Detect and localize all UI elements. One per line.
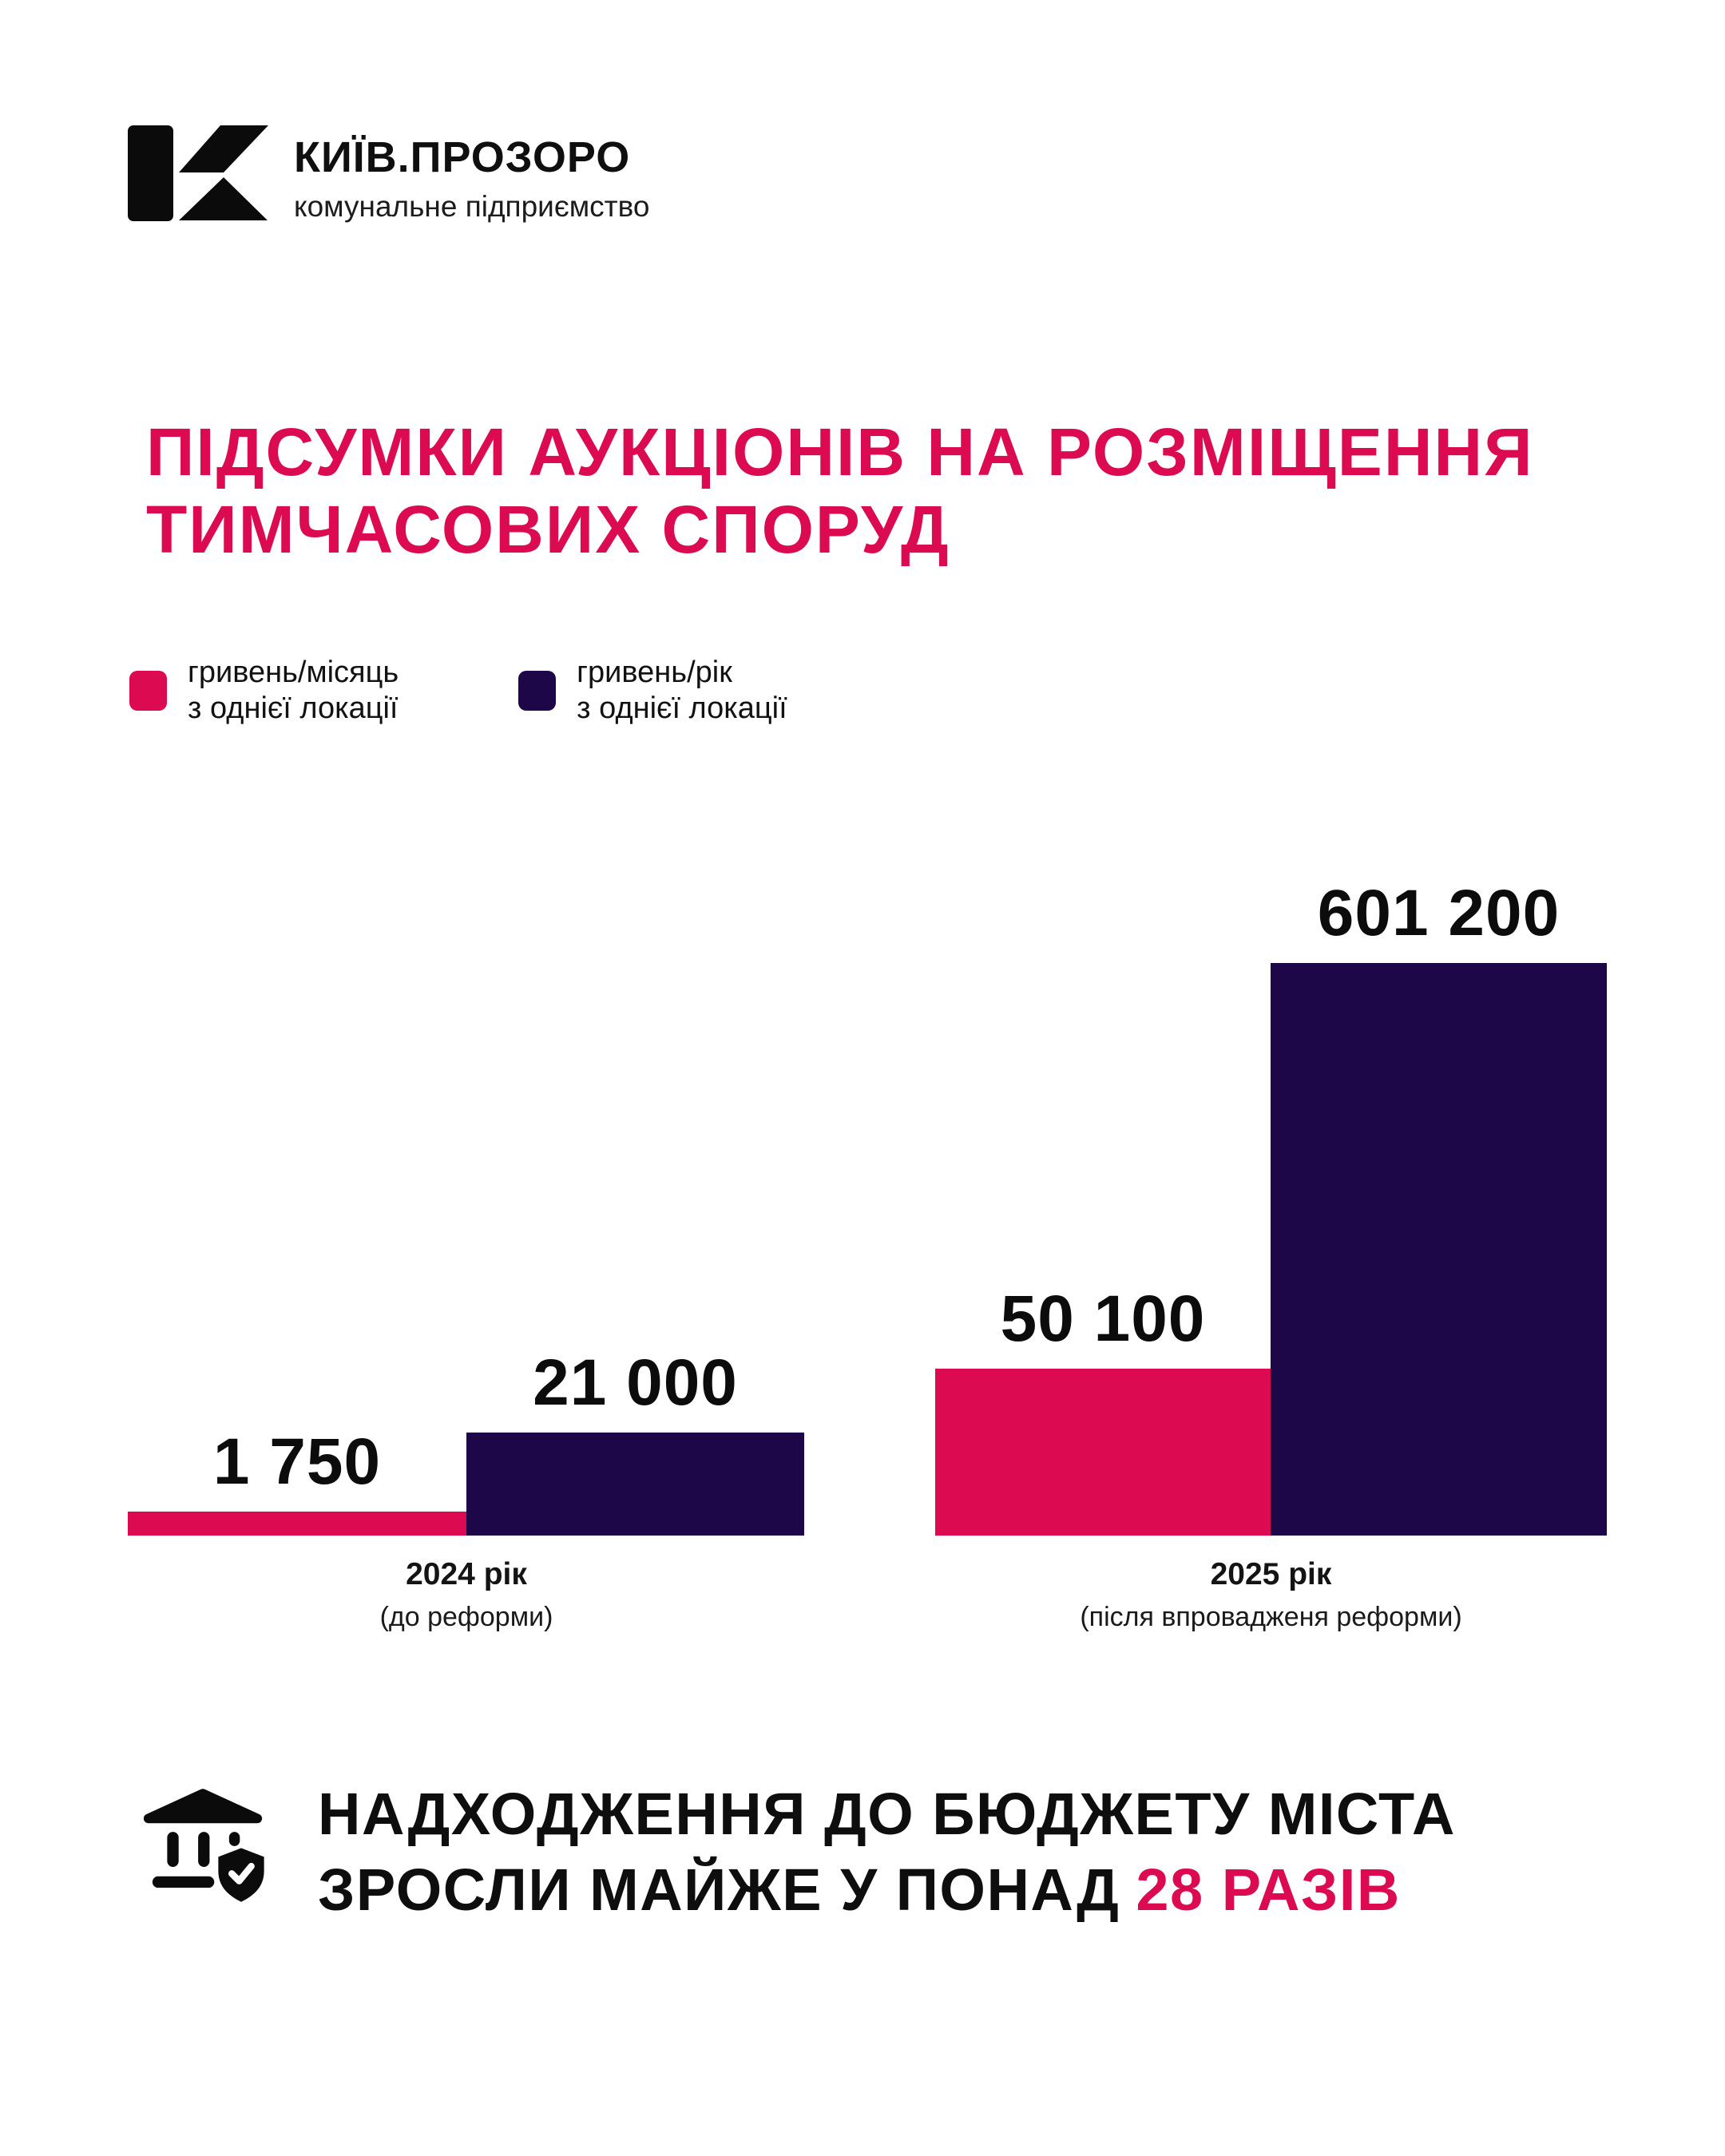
value-label-2024-month: 1 750 xyxy=(212,1425,382,1498)
bar-2025-year xyxy=(1271,963,1607,1536)
group-label-2025-note: (після впровадженя реформи) xyxy=(1080,1602,1462,1632)
legend-item-year: гривень/рік з однієї локації xyxy=(518,655,787,727)
page-title-line2: ТИМЧАСОВИХ СПОРУД xyxy=(146,492,950,567)
bank-shield-check-icon xyxy=(143,1789,264,1902)
legend-label-month-line1: гривень/місяць xyxy=(188,656,399,689)
footer-line2: ЗРОСЛИ МАЙЖЕ У ПОНАД 28 РАЗІВ xyxy=(318,1852,1456,1928)
footer-summary: НАДХОДЖЕННЯ ДО БЮДЖЕТУ МІСТА ЗРОСЛИ МАЙЖ… xyxy=(139,1774,1456,1928)
legend-label-year-line1: гривень/рік xyxy=(577,656,732,689)
group-label-2024-year: 2024 рік xyxy=(406,1557,527,1591)
legend-swatch-navy xyxy=(518,671,557,711)
value-label-2025-year: 601 200 xyxy=(1317,877,1560,949)
group-label-2025-year: 2025 рік xyxy=(1210,1557,1332,1591)
brand-subtitle: комунальне підприємство xyxy=(294,190,650,223)
footer-text: НАДХОДЖЕННЯ ДО БЮДЖЕТУ МІСТА ЗРОСЛИ МАЙЖ… xyxy=(318,1774,1456,1928)
legend-label-month: гривень/місяць з однієї локації xyxy=(188,655,399,727)
logo: КИЇВ.ПРОЗОРО комунальне підприємство xyxy=(128,125,649,224)
logo-text: КИЇВ.ПРОЗОРО комунальне підприємство xyxy=(294,125,649,224)
bar-2025-month xyxy=(935,1369,1271,1536)
group-label-2024-note: (до реформи) xyxy=(379,1602,553,1632)
legend-label-year-line2: з однієї локації xyxy=(577,692,787,725)
brand-name: КИЇВ.ПРОЗОРО xyxy=(294,133,631,181)
group-label-2024: 2024 рік (до реформи) xyxy=(128,1557,805,1633)
value-label-2024-year: 21 000 xyxy=(533,1346,738,1419)
footer-line2-black: ЗРОСЛИ МАЙЖЕ У ПОНАД xyxy=(318,1857,1120,1923)
footer-line1: НАДХОДЖЕННЯ ДО БЮДЖЕТУ МІСТА xyxy=(318,1781,1456,1847)
legend-item-month: гривень/місяць з однієї локації xyxy=(129,655,399,727)
bar-2024-month xyxy=(128,1512,466,1536)
bar-2024-year xyxy=(466,1433,804,1536)
kyiv-prozoro-logo-icon xyxy=(128,125,268,221)
page-title: ПІДСУМКИ АУКЦІОНІВ НА РОЗМІЩЕННЯ ТИМЧАСО… xyxy=(146,414,1534,569)
group-label-2025: 2025 рік (після впровадженя реформи) xyxy=(935,1557,1607,1633)
legend-swatch-pink xyxy=(129,671,167,711)
page-title-line1: ПІДСУМКИ АУКЦІОНІВ НА РОЗМІЩЕННЯ xyxy=(146,414,1534,489)
legend-label-year: гривень/рік з однієї локації xyxy=(577,655,787,727)
value-label-2025-month: 50 100 xyxy=(1000,1282,1206,1355)
footer-line2-accent: 28 РАЗІВ xyxy=(1136,1857,1401,1923)
legend-label-month-line2: з однієї локації xyxy=(188,692,399,725)
chart-legend: гривень/місяць з однієї локації гривень/… xyxy=(129,655,787,727)
